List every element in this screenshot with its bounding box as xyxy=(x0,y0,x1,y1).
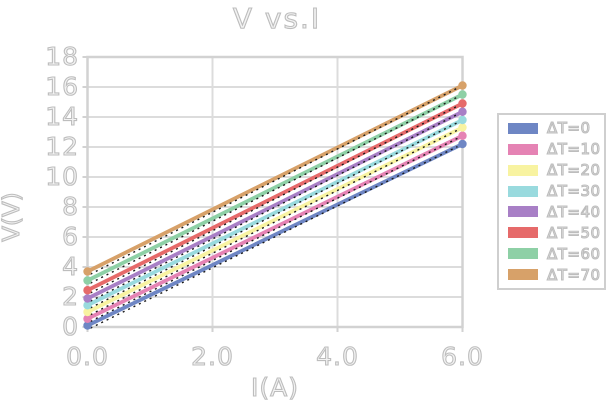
legend-label: ΔT=10 xyxy=(546,140,601,159)
y-tick-label: 8 xyxy=(62,192,79,221)
legend-swatch xyxy=(508,206,538,218)
y-tick-label: 2 xyxy=(62,282,79,311)
data-point-marker xyxy=(458,115,467,125)
trendline xyxy=(90,96,458,284)
legend-item: ΔT=60 xyxy=(508,244,604,264)
legend-item: ΔT=30 xyxy=(508,181,604,201)
y-tick-label: 4 xyxy=(62,252,79,281)
legend-swatch xyxy=(508,185,538,197)
legend: ΔT=0 ΔT=10 ΔT=20 ΔT=30 ΔT=40 ΔT=50 ΔT=60 ΔT=70 xyxy=(497,113,606,290)
trendline xyxy=(90,129,458,316)
series-line xyxy=(85,109,465,301)
series-line xyxy=(85,83,465,274)
trendline xyxy=(90,105,458,294)
x-tick-label: 0.0 xyxy=(66,342,109,371)
legend-swatch xyxy=(508,269,538,281)
series-line xyxy=(85,125,465,314)
data-point-marker xyxy=(83,267,92,276)
plot-frame xyxy=(86,55,464,329)
legend-swatch xyxy=(508,122,538,134)
legend-swatch xyxy=(508,248,538,260)
data-point-marker xyxy=(83,294,92,303)
legend-item: ΔT=20 xyxy=(508,160,604,180)
x-tick-label: 6.0 xyxy=(441,342,484,371)
data-point-marker xyxy=(458,131,467,140)
data-point-marker xyxy=(458,90,467,99)
series-line xyxy=(85,92,465,283)
data-point-marker xyxy=(83,301,92,310)
legend-swatch xyxy=(508,164,538,176)
legend-label: ΔT=70 xyxy=(546,265,601,284)
series-line xyxy=(85,118,465,308)
legend-item: ΔT=70 xyxy=(508,265,604,285)
x-axis-label: I(A) xyxy=(250,372,299,402)
y-tick-label: 0 xyxy=(62,312,79,341)
legend-swatch xyxy=(508,143,538,155)
legend-swatch xyxy=(508,227,538,239)
y-tick-label: 12 xyxy=(45,132,79,161)
data-point-marker xyxy=(83,321,92,330)
legend-item: ΔT=50 xyxy=(508,223,604,243)
legend-item: ΔT=40 xyxy=(508,202,604,222)
trendline xyxy=(90,87,458,275)
data-point-marker xyxy=(458,81,467,90)
y-tick-label: 14 xyxy=(45,102,79,131)
legend-item: ΔT=0 xyxy=(508,118,604,138)
data-point-marker xyxy=(83,307,92,317)
data-point-marker xyxy=(458,139,467,149)
series-line xyxy=(85,133,465,321)
chart-title: V vs.I xyxy=(232,1,322,35)
data-point-marker xyxy=(458,123,467,132)
trendline xyxy=(90,121,458,309)
legend-label: ΔT=20 xyxy=(546,161,601,180)
trendline xyxy=(90,113,458,302)
x-tick-label: 2.0 xyxy=(191,342,234,371)
y-tick-label: 18 xyxy=(45,42,79,71)
legend-label: ΔT=60 xyxy=(546,244,601,263)
y-tick-label: 6 xyxy=(62,222,79,251)
series-line xyxy=(85,142,465,328)
y-tick-label: 16 xyxy=(45,72,79,101)
legend-label: ΔT=40 xyxy=(546,202,601,221)
legend-label: ΔT=0 xyxy=(546,119,591,138)
legend-label: ΔT=50 xyxy=(546,223,601,242)
data-point-marker xyxy=(83,286,92,295)
x-tick-label: 4.0 xyxy=(316,342,359,371)
y-tick-label: 10 xyxy=(45,162,79,191)
data-point-marker xyxy=(83,276,92,285)
data-point-marker xyxy=(83,314,92,323)
data-point-marker xyxy=(458,107,467,116)
legend-label: ΔT=30 xyxy=(546,182,601,201)
trendline xyxy=(90,145,458,329)
data-point-marker xyxy=(458,99,467,108)
series-line xyxy=(85,101,465,293)
legend-item: ΔT=10 xyxy=(508,139,604,159)
trendline xyxy=(90,137,458,322)
